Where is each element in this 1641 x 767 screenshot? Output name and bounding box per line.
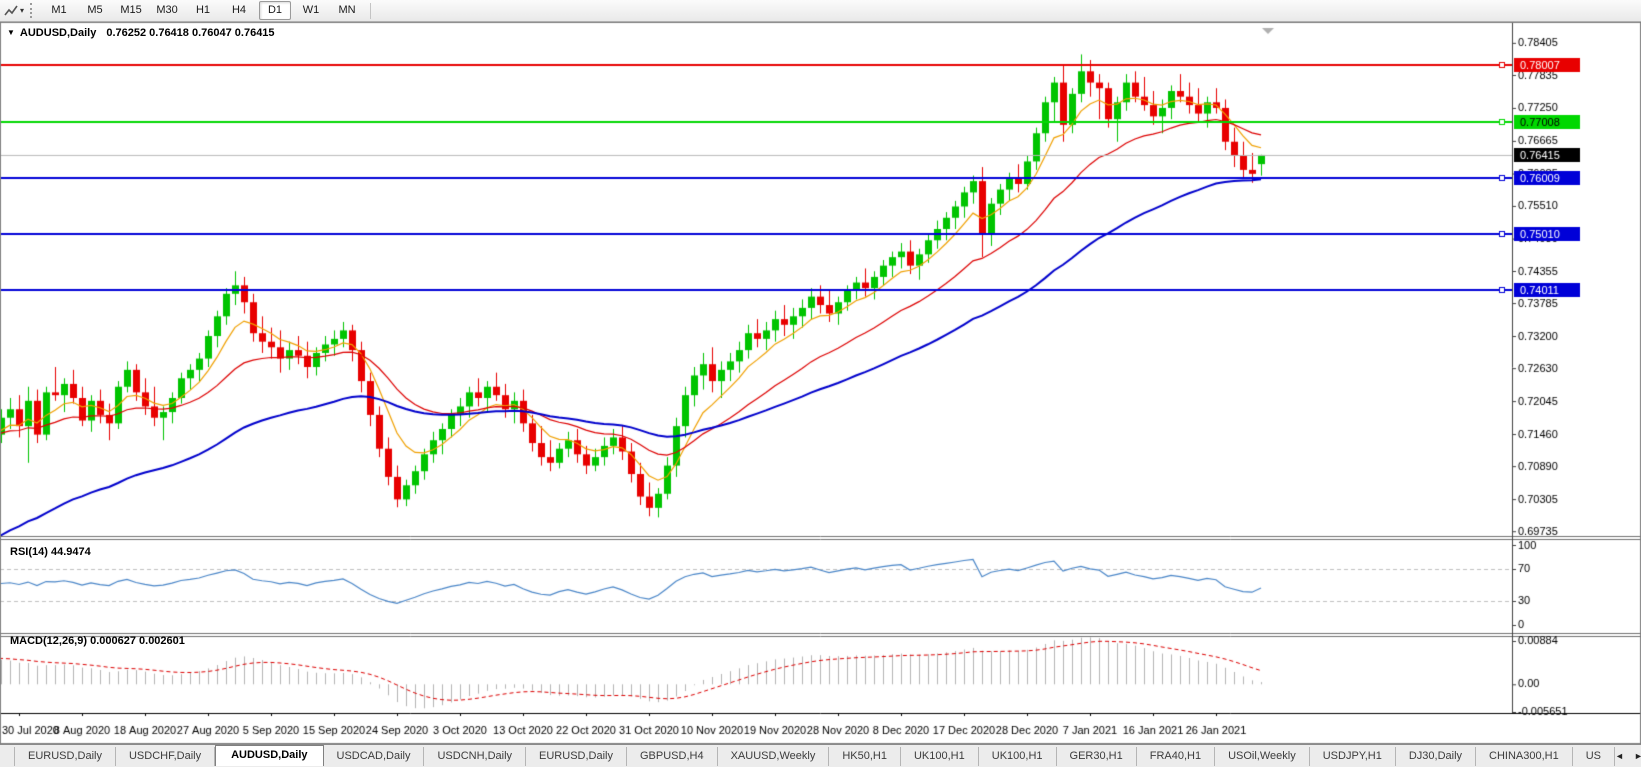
timeframe-button-h4[interactable]: H4: [231, 4, 247, 16]
chart-tab-china300-h1[interactable]: CHINA300,H1: [1476, 746, 1573, 766]
chart-tab-gbpusd-h4[interactable]: GBPUSD,H4: [627, 746, 718, 766]
timeframe-button-h1[interactable]: H1: [195, 4, 211, 16]
chart-tab-ger30-h1[interactable]: GER30,H1: [1057, 746, 1137, 766]
chart-canvas[interactable]: [0, 22, 1641, 744]
chart-tab-usdcad-daily[interactable]: USDCAD,Daily: [324, 746, 425, 766]
chart-tab-us[interactable]: US: [1573, 746, 1616, 766]
timeframe-button-mn[interactable]: MN: [338, 4, 356, 16]
chart-tab-audusd-daily[interactable]: AUDUSD,Daily: [215, 744, 324, 766]
timeframe-button-m15[interactable]: M15: [120, 4, 142, 16]
chart-tab-eurusd-daily[interactable]: EURUSD,Daily: [526, 746, 627, 766]
chart-tab-usdcnh-daily[interactable]: USDCNH,Daily: [424, 746, 527, 766]
timeframe-button-w1[interactable]: W1: [302, 4, 320, 16]
chart-tab-dj30-daily[interactable]: DJ30,Daily: [1396, 746, 1477, 766]
chart-tab-xauusd-weekly[interactable]: XAUUSD,Weekly: [718, 746, 830, 766]
chart-mode-icon[interactable]: [3, 3, 19, 19]
toolbar-grip[interactable]: [30, 3, 35, 18]
chart-tab-usdjpy-h1[interactable]: USDJPY,H1: [1310, 746, 1396, 766]
tab-scroll-left-icon[interactable]: ◄: [1615, 751, 1624, 761]
timeframe-button-m30[interactable]: M30: [156, 4, 178, 16]
toolbar-separator: [370, 2, 372, 19]
chart-tab-usoil-weekly[interactable]: USOil,Weekly: [1215, 746, 1310, 766]
chart-tab-uk100-h1[interactable]: UK100,H1: [979, 746, 1057, 766]
chart-tab-fra40-h1[interactable]: FRA40,H1: [1137, 746, 1216, 766]
timeframe-button-m1[interactable]: M1: [51, 4, 67, 16]
chart-tab-eurusd-daily[interactable]: EURUSD,Daily: [14, 746, 116, 766]
tab-scroll-arrows: ◄ ►: [1615, 751, 1641, 761]
chart-window: ▼ AUDUSD,Daily 0.76252 0.76418 0.76047 0.7…: [0, 22, 1641, 744]
chart-mode-dropdown-icon[interactable]: ▾: [20, 6, 25, 15]
timeframe-buttons: M1 M5 M15 M30 H1 H4 D1 W1 MN: [41, 1, 365, 20]
chart-tabs: EURUSD,Daily USDCHF,Daily AUDUSD,Daily USDC…: [0, 744, 1616, 766]
chart-tab-hk50-h1[interactable]: HK50,H1: [829, 746, 901, 766]
timeframe-button-d1[interactable]: D1: [259, 1, 292, 20]
chart-tabbar: EURUSD,Daily USDCHF,Daily AUDUSD,Daily USDC…: [0, 744, 1641, 767]
chart-tab-uk100-h1[interactable]: UK100,H1: [901, 746, 979, 766]
timeframe-button-m5[interactable]: M5: [87, 4, 103, 16]
tab-scroll-right-icon[interactable]: ►: [1633, 751, 1641, 761]
chart-tab-usdchf-daily[interactable]: USDCHF,Daily: [116, 746, 216, 766]
timeframe-toolbar: ▾ M1 M5 M15 M30 H1 H4 D1 W1 MN: [0, 0, 1641, 22]
